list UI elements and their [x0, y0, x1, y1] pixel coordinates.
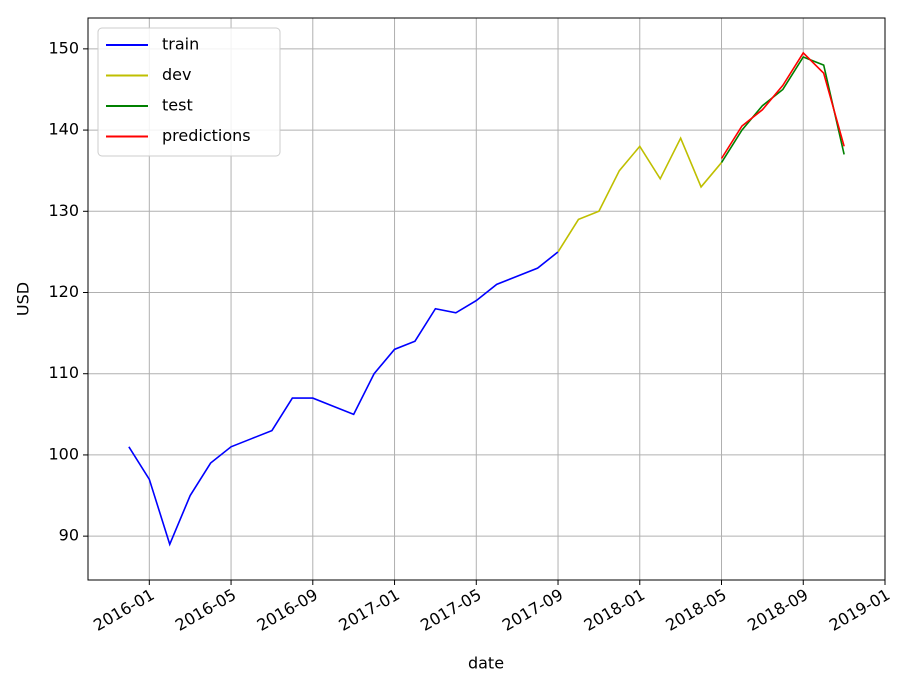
plot-frame: [87, 17, 886, 581]
x-tick-label: 2016-09: [254, 585, 321, 635]
x-tick-label: 2017-09: [499, 585, 566, 635]
x-tick-label: 2018-09: [744, 585, 811, 635]
legend-box: [97, 27, 281, 157]
line-series: [720, 51, 845, 159]
line-series: [557, 136, 723, 253]
y-tick-label: 90: [59, 526, 79, 545]
line-series: [128, 251, 559, 547]
legend-label: predictions: [162, 126, 251, 145]
y-tick-label: 140: [48, 120, 79, 139]
x-axis-label: date: [468, 654, 504, 673]
legend-label: test: [162, 96, 193, 115]
x-tick-label: 2017-05: [417, 585, 484, 635]
y-tick-label: 100: [48, 444, 79, 463]
x-tick-label: 2017-01: [335, 585, 402, 635]
legend: train dev test predictions: [97, 27, 281, 157]
y-tick-label: 150: [48, 38, 79, 57]
y-axis-label: USD: [14, 282, 33, 316]
x-tick-label: 2016-05: [172, 585, 239, 635]
legend-label: dev: [162, 65, 191, 84]
y-tick-label: 120: [48, 282, 79, 301]
y-tick-label: 110: [48, 363, 79, 382]
x-tick-label: 2018-01: [581, 585, 648, 635]
line-series: [720, 55, 845, 163]
x-tick-label: 2018-05: [662, 585, 729, 635]
legend-label: train: [162, 35, 199, 54]
y-tick-label: 130: [48, 201, 79, 220]
x-tick-label: 2016-01: [90, 585, 157, 635]
x-tick-label: 2019-01: [826, 585, 893, 635]
